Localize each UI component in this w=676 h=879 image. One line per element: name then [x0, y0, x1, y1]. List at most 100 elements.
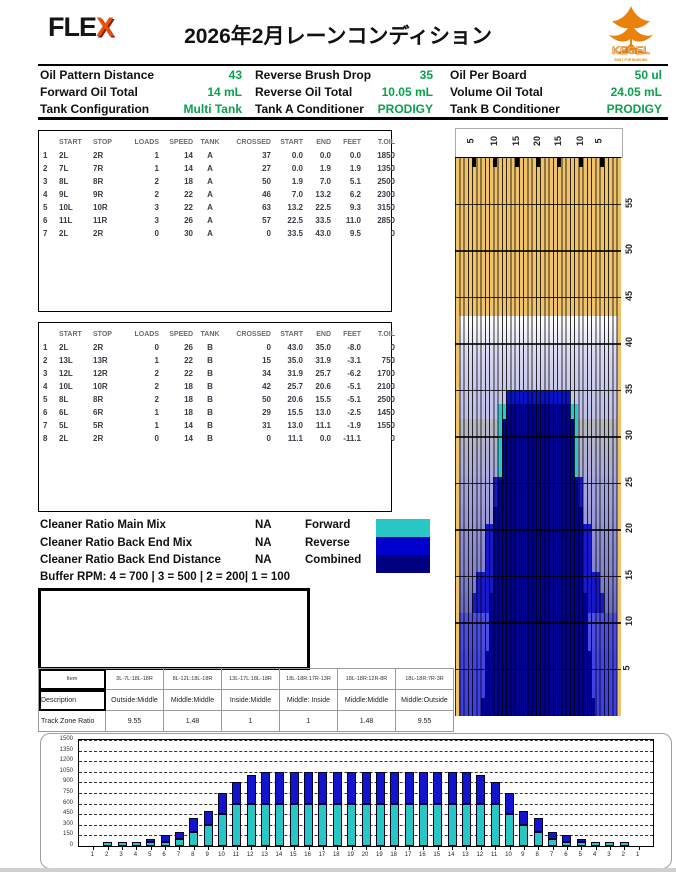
table-cell: 8: [43, 434, 48, 443]
table-cell: 1850: [377, 151, 395, 160]
lane-distance-gridline: [455, 296, 621, 299]
table-cell: -6.2: [347, 369, 361, 378]
lane-zone: [455, 419, 621, 477]
bar-reverse: [548, 831, 558, 839]
column-header: [43, 136, 59, 149]
lane-board-label: 15: [553, 135, 564, 147]
table-cell: 0: [154, 343, 159, 352]
lane-zone: [455, 404, 621, 420]
chart-x-tick: [552, 847, 554, 850]
info-label: Oil Per Board: [450, 68, 527, 82]
table-row: 4 10L 10R 2 18 B 42 25.7 20.6 -5.1 2100: [39, 380, 395, 393]
column-header: SPEED: [169, 139, 193, 146]
table-cell: 50: [262, 177, 271, 186]
lane-distance-gridline: [455, 389, 621, 392]
table-cell: 7: [43, 421, 48, 430]
column-header: START: [59, 331, 82, 338]
lane-oil-segment: [497, 476, 579, 507]
lane-zone: [455, 158, 621, 317]
column-header: STOP: [93, 331, 112, 338]
chart-x-tick: [466, 847, 468, 850]
chart-x-tick: [236, 847, 238, 850]
chart-x-tick: [566, 847, 568, 850]
chart-x-tick: [437, 847, 439, 850]
table-cell: Middle:Middle: [163, 689, 222, 711]
cleaner-ratio-value: NA: [255, 554, 272, 566]
bar-forward: [332, 803, 342, 846]
info-value: 14 mL: [207, 85, 242, 99]
bar-forward: [461, 803, 471, 846]
bar-reverse: [562, 835, 572, 843]
chart-x-tick: [165, 847, 167, 850]
column-header: CROSSED: [236, 139, 271, 146]
lane-zone: [455, 316, 621, 344]
chart-x-tick-label: 16: [304, 852, 311, 858]
table-cell: 8R: [93, 177, 104, 186]
chart-x-tick-label: 17: [318, 852, 326, 858]
bar-reverse: [189, 817, 199, 832]
table-cell: 1: [154, 151, 159, 160]
lane-pattern-graphic: 55 50 45 40 35 30 25 20 15 10 5 5 10 15 20 15 10 5: [455, 128, 667, 728]
table-cell: -8.0: [347, 343, 361, 352]
lane-board-tick: [599, 158, 604, 167]
bar-reverse: [490, 782, 500, 804]
table-cell: 43.0: [287, 343, 303, 352]
lane-distance-label: 55: [624, 197, 635, 208]
table-row: Description Outside:Middle Middle:Middle In…: [38, 689, 454, 711]
table-cell: -2.5: [347, 408, 361, 417]
page-title: 2026年2月レーンコンディション: [184, 25, 492, 48]
table-cell: 7.0: [291, 190, 303, 199]
bottom-scroll-strip[interactable]: [0, 868, 676, 872]
chart-x-tick: [279, 847, 281, 850]
table-row: 6 6L 6R 1 18 B 29 15.5 13.0 -2.5 1450: [39, 406, 395, 419]
table-cell: A: [207, 177, 213, 186]
table-cell: 1: [221, 710, 280, 732]
info-value: 35: [419, 68, 433, 82]
bar-reverse: [476, 775, 486, 804]
table-cell: 3: [154, 203, 159, 212]
lane-oil-segment: [501, 419, 575, 477]
lane-board-label: 20: [532, 135, 543, 147]
lane-oil-segment: [506, 390, 570, 405]
lane-distance-label: 25: [624, 476, 635, 487]
lane-zone: [455, 476, 621, 507]
table-cell: 20.6: [315, 382, 331, 391]
chart-x-tick-label: 11: [232, 852, 239, 858]
table-cell: Outside:Middle: [105, 689, 164, 711]
table-cell: 26: [184, 216, 193, 225]
table-cell: -3.1: [347, 356, 361, 365]
chart-x-tick-label: 3: [607, 852, 611, 858]
chart-x-tick: [251, 847, 253, 850]
legend-swatch: [376, 555, 430, 573]
table-cell: 8L: [59, 177, 69, 186]
chart-x-tick: [452, 847, 454, 850]
table-cell: 63: [262, 203, 271, 212]
table-cell: 0: [266, 434, 271, 443]
lane-oil-band: [459, 343, 617, 391]
table-cell: 1.9: [319, 164, 331, 173]
table-cell: 4: [43, 382, 48, 391]
table-row: 6 11L 11R 3 26 A 57 22.5 33.5 11.0 2850: [39, 214, 395, 227]
table-cell: 42: [262, 382, 271, 391]
table-row: 1 2L 2R 1 14 A 37 0.0 0.0 0.0 1850: [39, 149, 395, 162]
info-label: Tank B Conditioner: [450, 102, 560, 116]
chart-x-tick: [624, 847, 626, 850]
chart-x-tick-label: 2: [621, 852, 625, 858]
bar-reverse: [418, 771, 428, 804]
table-cell: 1: [43, 151, 48, 160]
table-cell: 1: [154, 421, 159, 430]
table-cell: 6: [43, 216, 48, 225]
chart-x-tick: [136, 847, 138, 850]
table-cell: B: [207, 382, 213, 391]
chart-y-tick-label: 600: [62, 799, 73, 806]
table-cell: 1350: [377, 164, 395, 173]
chart-x-tick-label: 4: [592, 852, 597, 858]
bar-reverse: [375, 771, 385, 804]
info-value: 10.05 mL: [381, 85, 433, 99]
table-cell: 7L: [59, 164, 69, 173]
info-label: Tank Configuration: [40, 102, 150, 116]
table-cell: 15.5: [315, 395, 331, 404]
table-cell: -5.1: [347, 395, 361, 404]
table-cell: 10R: [93, 382, 108, 391]
